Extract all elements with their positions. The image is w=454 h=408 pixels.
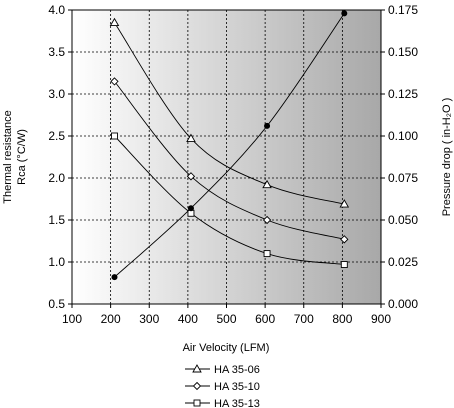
right-tick-label: 0.125 [388,87,418,101]
legend-item: HA 35-13 [185,398,260,408]
left-tick-label: 1.0 [48,255,65,269]
legend: HA 35-06 HA 35-10 HA 35-13 [185,364,260,408]
series-layer [109,10,350,281]
x-tick-label: 300 [139,312,159,326]
triangle-marker [109,17,120,27]
square-marker [340,261,348,268]
series-pressure-drop [111,10,348,281]
diamond-marker [192,381,202,391]
right-axis-ticks: 0.000 0.025 0.050 0.075 0.100 0.125 0.150 0.175 [381,3,418,311]
series-line [114,22,345,205]
series-line [114,135,345,265]
right-tick-label: 0.100 [388,129,418,143]
right-tick-label: 0.150 [388,45,418,59]
legend-label: HA 35-06 [214,364,260,376]
x-tick-label: 800 [332,312,352,326]
y-axis-left-label-line1: Thermal resistance [2,110,14,204]
filled-circle-marker [341,10,348,17]
right-tick-label: 0.175 [388,3,418,17]
legend-item: HA 35-06 [185,364,260,376]
left-tick-label: 1.5 [48,213,65,227]
series-ha-35-06 [109,17,350,208]
x-tick-label: 100 [62,312,82,326]
left-tick-label: 3.0 [48,87,65,101]
x-tick-label: 700 [294,312,314,326]
x-axis-ticks: 100 200 300 400 500 600 700 800 900 [62,304,391,326]
right-tick-label: 0.000 [388,297,418,311]
diamond-marker [186,172,196,181]
left-tick-label: 2.5 [48,129,65,143]
series-ha-35-13 [111,132,348,268]
filled-circle-marker [111,274,118,281]
diamond-marker [262,215,272,225]
square-marker [263,250,271,258]
left-tick-label: 2.0 [48,171,65,185]
x-axis-label: Air Velocity (LFM) [183,342,270,354]
triangle-marker [262,179,272,189]
right-tick-label: 0.075 [388,171,418,185]
x-tick-label: 500 [216,312,236,326]
left-axis-ticks: 0.5 1.0 1.5 2.0 2.5 3.0 3.5 4.0 [48,3,72,311]
x-tick-label: 200 [101,312,121,326]
triangle-marker [339,199,350,208]
series-line [114,13,345,278]
diamond-marker [110,77,119,86]
legend-label: HA 35-10 [214,381,260,393]
right-tick-label: 0.050 [388,213,418,227]
square-marker [193,399,201,407]
left-tick-label: 4.0 [48,3,65,17]
series-line [114,81,345,240]
y-axis-left-label-line2: Rca (°C/W) [16,129,28,185]
right-tick-label: 0.025 [388,255,418,269]
left-tick-label: 3.5 [48,45,65,59]
x-tick-label: 900 [371,312,391,326]
series-ha-35-10 [110,77,349,244]
legend-label: HA 35-13 [214,398,260,408]
square-marker [111,132,118,140]
x-tick-label: 600 [255,312,275,326]
triangle-marker [186,133,196,142]
diamond-marker [340,235,349,244]
left-tick-label: 0.5 [48,297,65,311]
filled-circle-marker [264,122,271,129]
x-tick-label: 400 [178,312,198,326]
legend-item: HA 35-10 [185,381,260,393]
filled-circle-marker [187,205,194,212]
y-axis-right-label: Pressure drop ( in-H₂O ) [441,98,453,217]
triangle-marker [192,364,202,373]
